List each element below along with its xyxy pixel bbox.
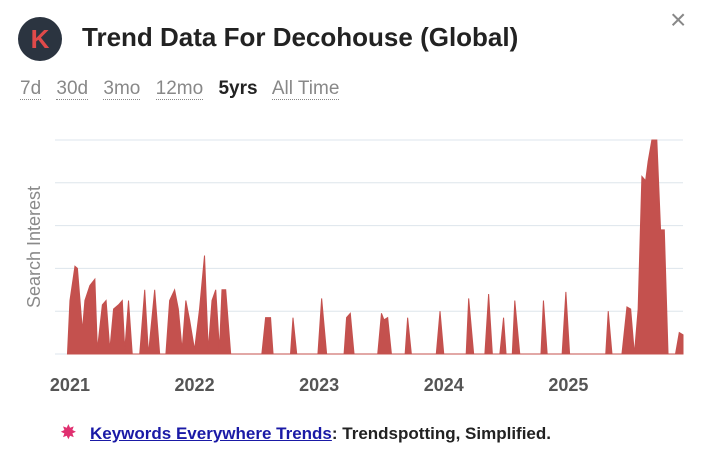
range-tabs: 7d 30d 3mo 12mo 5yrs All Time: [20, 78, 349, 100]
footer-text: : Trendspotting, Simplified.: [331, 424, 551, 443]
x-tick-label: 2023: [299, 375, 339, 395]
area: [66, 139, 684, 355]
tab[interactable]: 7d: [20, 78, 42, 100]
title: Trend Data For Decohouse (Global): [82, 22, 519, 52]
y-axis-label: Search Interest: [24, 186, 44, 308]
tab-active[interactable]: 5yrs: [218, 78, 258, 99]
x-tick-label: 2022: [175, 375, 215, 395]
tab[interactable]: 12mo: [155, 78, 204, 100]
footer-link[interactable]: Keywords Everywhere Trends: [90, 424, 332, 443]
x-tick-label: 2021: [50, 375, 90, 395]
tab[interactable]: All Time: [271, 78, 340, 100]
footer: ✸ Keywords Everywhere Trends: Trendspotti…: [60, 420, 551, 445]
x-tick-label: 2024: [424, 375, 464, 395]
close-button[interactable]: ×: [670, 4, 687, 35]
logo: K: [18, 17, 62, 61]
tab[interactable]: 30d: [56, 78, 89, 100]
x-tick-label: 2025: [548, 375, 588, 395]
tab[interactable]: 3mo: [103, 78, 141, 100]
burst-icon: ✸: [60, 422, 77, 444]
